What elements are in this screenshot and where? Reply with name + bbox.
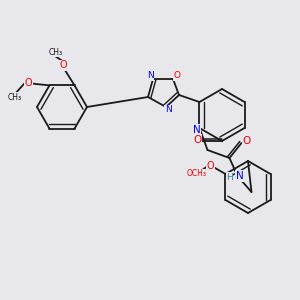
Text: N: N <box>147 71 153 80</box>
Text: O: O <box>25 78 32 88</box>
Text: O: O <box>242 136 250 146</box>
Text: N: N <box>236 171 243 181</box>
Text: N: N <box>193 125 200 135</box>
Text: CH₃: CH₃ <box>48 48 63 57</box>
Text: O: O <box>173 71 181 80</box>
Text: H: H <box>226 172 233 182</box>
Text: CH₃: CH₃ <box>8 93 22 102</box>
Text: O: O <box>207 161 214 171</box>
Text: N: N <box>165 106 171 115</box>
Text: O: O <box>193 135 201 145</box>
Text: OCH₃: OCH₃ <box>187 169 207 178</box>
Text: O: O <box>60 60 67 70</box>
